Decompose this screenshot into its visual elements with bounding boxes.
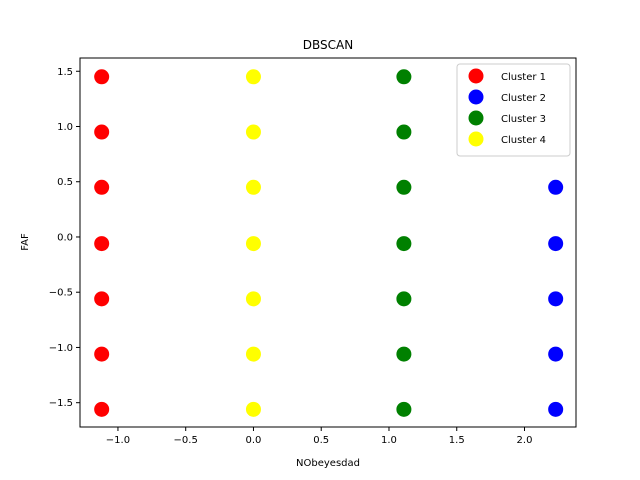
data-point	[396, 401, 412, 417]
data-point	[396, 291, 412, 307]
x-tick-label: −0.5	[174, 435, 198, 446]
data-point	[245, 401, 261, 417]
y-tick-label: −1.0	[49, 343, 73, 354]
data-point	[548, 179, 564, 195]
y-tick-label: −0.5	[49, 288, 73, 299]
x-tick-label: 1.5	[449, 435, 465, 446]
x-tick-label: 0.0	[246, 435, 262, 446]
data-point	[396, 236, 412, 252]
data-point	[396, 179, 412, 195]
y-tick-label: 1.0	[57, 122, 73, 133]
series-1	[94, 69, 110, 417]
legend-label: Cluster 2	[501, 93, 546, 104]
plot-area: −1.0 −0.5 0.0 0.5 1.0 1.5 2.0 −1.5 −1.0 −0.5 0.0 0.…	[49, 57, 577, 446]
data-point	[396, 69, 412, 85]
legend: Cluster 1 Cluster 2 Cluster 3 Cluster 4	[456, 63, 571, 157]
data-point	[548, 236, 564, 252]
series-2	[548, 179, 564, 417]
data-point	[245, 179, 261, 195]
data-point	[94, 179, 110, 195]
data-point	[245, 346, 261, 362]
legend-box	[456, 63, 571, 157]
data-point	[548, 401, 564, 417]
data-point	[245, 124, 261, 140]
data-point	[245, 236, 261, 252]
x-tick-label: 1.0	[381, 435, 397, 446]
legend-marker	[468, 68, 484, 84]
series-3	[396, 69, 412, 417]
legend-marker	[468, 89, 484, 105]
legend-marker	[468, 131, 484, 147]
data-point	[396, 124, 412, 140]
y-tick-label: −1.5	[49, 398, 73, 409]
axes-frame	[79, 57, 577, 428]
y-tick-label: 1.5	[57, 67, 73, 78]
chart-title: DBSCAN	[303, 38, 353, 52]
legend-label: Cluster 4	[501, 135, 546, 146]
data-point	[94, 346, 110, 362]
legend-label: Cluster 1	[501, 72, 546, 83]
legend-label: Cluster 3	[501, 114, 546, 125]
data-point	[396, 346, 412, 362]
data-point	[94, 291, 110, 307]
y-tick-label: 0.5	[57, 177, 73, 188]
data-point	[94, 69, 110, 85]
x-tick-label: 2.0	[517, 435, 533, 446]
y-axis-label: FAF	[20, 233, 31, 251]
data-point	[94, 236, 110, 252]
data-point	[548, 291, 564, 307]
x-tick-label: 0.5	[313, 435, 329, 446]
legend-marker	[468, 110, 484, 126]
data-point	[548, 346, 564, 362]
data-point	[245, 69, 261, 85]
data-point	[94, 401, 110, 417]
series-4	[245, 69, 261, 417]
data-point	[245, 291, 261, 307]
x-tick-label: −1.0	[106, 435, 130, 446]
data-point	[94, 124, 110, 140]
y-tick-label: 0.0	[57, 232, 73, 243]
x-axis-label: NObeyesdad	[296, 458, 360, 469]
